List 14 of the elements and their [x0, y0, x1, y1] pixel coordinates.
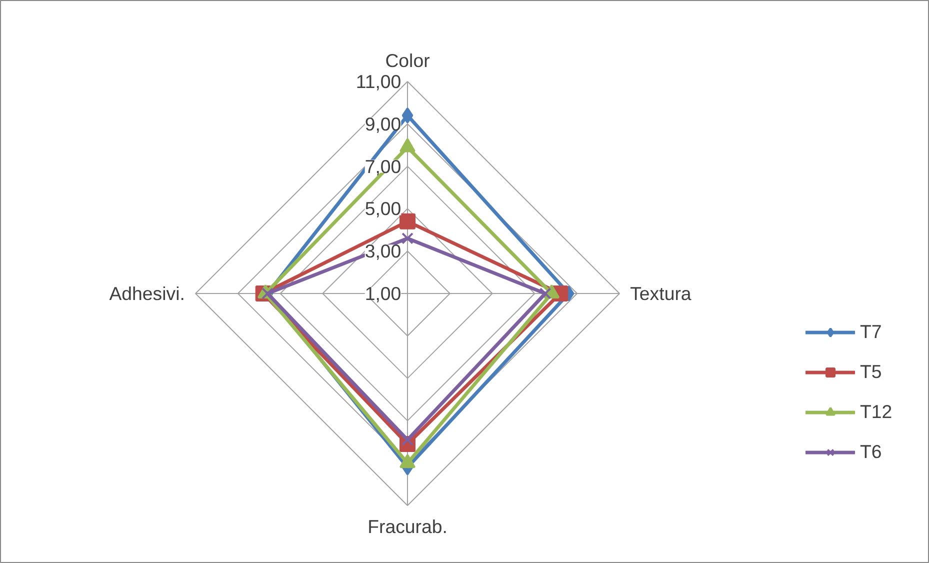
y-tick-label: 3,00 — [364, 240, 402, 262]
y-tick-label: 5,00 — [364, 198, 402, 220]
y-tick-label: 7,00 — [364, 156, 402, 177]
spoke-label: Textura — [630, 283, 692, 304]
y-tick-label: 11,00 — [356, 71, 402, 92]
legend-label: T12 — [860, 401, 892, 423]
y-tick-label: 9,00 — [364, 113, 402, 134]
spoke-label: Adhesivi. — [109, 283, 185, 304]
legend-label: T7 — [860, 321, 882, 343]
spoke-label: Color — [385, 50, 430, 71]
spoke-label: Fracurab. — [368, 516, 448, 538]
y-tick-label: 1,00 — [364, 283, 402, 304]
legend-label: T6 — [860, 441, 882, 463]
legend-label: T5 — [860, 361, 882, 383]
